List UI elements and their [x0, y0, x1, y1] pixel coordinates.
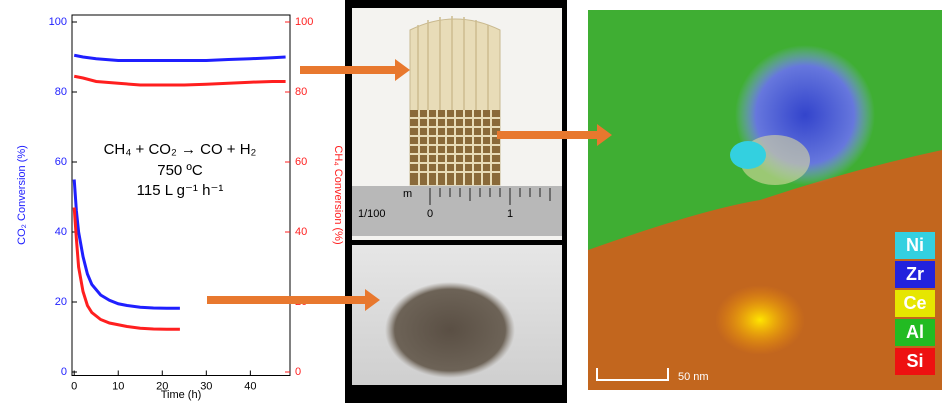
- ruler-label: 0: [427, 208, 433, 220]
- x-tick-label: 40: [244, 380, 256, 392]
- y-axis-label: CO₂ Conversion (%): [16, 145, 28, 245]
- element-label: Ce: [903, 293, 926, 313]
- y2-axis-label: CH₄ Conversion (%): [332, 145, 344, 244]
- ruler-label: 1/100: [358, 208, 386, 220]
- y2-tick-label: 60: [295, 156, 307, 168]
- x-tick-label: 0: [71, 380, 77, 392]
- element-label: Si: [906, 351, 923, 371]
- series-line: [74, 55, 285, 60]
- y-tick-label: 80: [55, 86, 67, 98]
- y-tick-label: 40: [55, 226, 67, 238]
- annotation: CH₄ + CO₂ → CO + H₂: [104, 141, 257, 158]
- annotation: 115 L g⁻¹ h⁻¹: [137, 182, 224, 199]
- x-tick-label: 10: [112, 380, 124, 392]
- photo-panel: m 1/100 0 1: [345, 0, 567, 403]
- tem-panel: Ni Zr Ce Al Si 50 nm: [588, 10, 942, 390]
- ruler-label: 1: [507, 208, 513, 220]
- x-tick-label: 20: [156, 380, 168, 392]
- annotation: 750 ºC: [157, 162, 203, 179]
- series-line: [74, 76, 285, 85]
- y-tick-label: 100: [49, 16, 67, 28]
- chart: CH₄ + CO₂ → CO + H₂ 750 ºC 115 L g⁻¹ h⁻¹…: [16, 15, 344, 401]
- element-label: Zr: [906, 264, 924, 284]
- x-tick-label: 30: [200, 380, 212, 392]
- series-line: [74, 208, 180, 330]
- element-label: Ni: [906, 235, 924, 255]
- ruler-label: m: [403, 188, 412, 200]
- element-label: Al: [906, 322, 924, 342]
- scale-bar-label: 50 nm: [678, 371, 709, 383]
- y-tick-label: 60: [55, 156, 67, 168]
- y-tick-label: 0: [61, 366, 67, 378]
- y2-tick-label: 80: [295, 86, 307, 98]
- y2-tick-label: 0: [295, 366, 301, 378]
- y2-tick-label: 100: [295, 16, 313, 28]
- y-tick-label: 20: [55, 296, 67, 308]
- figure: CH₄ + CO₂ → CO + H₂ 750 ºC 115 L g⁻¹ h⁻¹…: [0, 0, 950, 403]
- y2-tick-label: 40: [295, 226, 307, 238]
